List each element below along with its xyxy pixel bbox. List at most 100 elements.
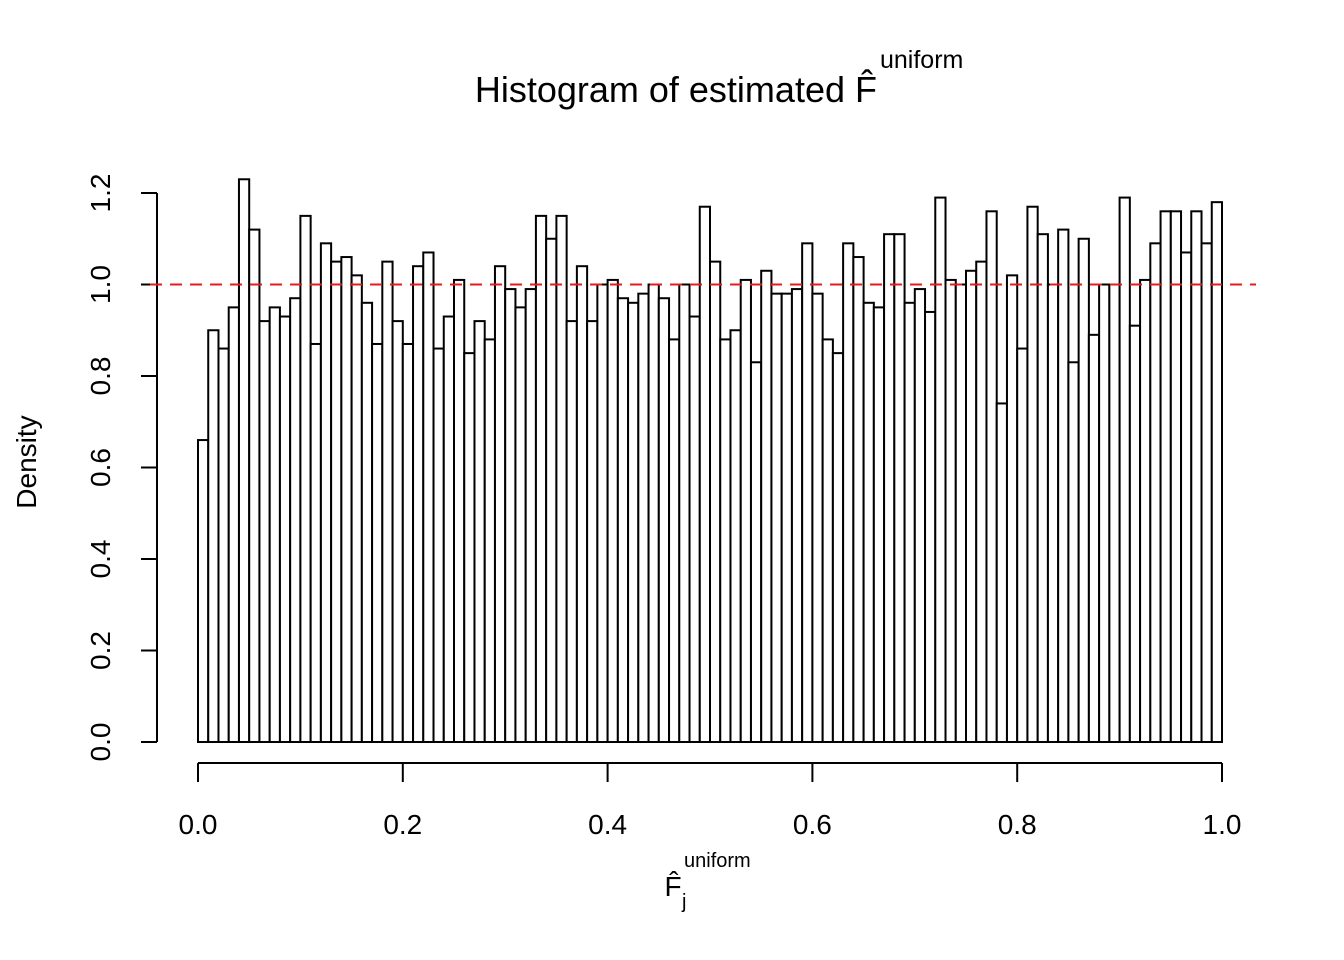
bar	[278, 315, 292, 743]
bar	[371, 342, 384, 743]
bar	[1159, 210, 1172, 744]
bar	[360, 301, 374, 743]
bar	[709, 260, 722, 743]
x-tick-label: 1.0	[1203, 809, 1242, 840]
bar	[534, 214, 548, 743]
y-tick-label: 0.0	[85, 723, 116, 762]
bar	[606, 278, 619, 743]
bar	[924, 310, 937, 743]
y-tick-label: 1.0	[85, 265, 116, 304]
bar	[575, 265, 589, 743]
bar	[197, 439, 210, 743]
bar	[944, 278, 957, 743]
bar	[647, 283, 660, 743]
bar	[739, 278, 752, 743]
bar	[965, 269, 978, 743]
bar	[453, 278, 466, 743]
bar	[934, 196, 947, 743]
bar	[596, 283, 609, 743]
bar	[749, 361, 763, 743]
bar	[668, 338, 681, 743]
bar	[985, 210, 998, 744]
bar	[483, 338, 496, 743]
bar	[1077, 237, 1090, 743]
bar	[514, 306, 527, 743]
x-axis-label-subscript: j	[681, 891, 686, 913]
bar	[1036, 233, 1049, 744]
bar	[657, 297, 671, 743]
y-tick-label: 1.2	[85, 174, 116, 213]
bar	[1200, 242, 1213, 743]
bar	[463, 352, 476, 743]
bar	[586, 320, 599, 743]
bar	[401, 342, 415, 743]
bar	[1139, 278, 1152, 743]
bar	[760, 269, 773, 743]
x-tick-label: 0.4	[588, 809, 627, 840]
bar	[688, 315, 701, 743]
bar	[1210, 201, 1224, 743]
bar	[330, 260, 343, 743]
bar	[473, 320, 486, 743]
bar	[780, 292, 793, 743]
bar	[565, 320, 578, 743]
bar	[770, 292, 783, 743]
chart-title-superscript: uniform	[880, 46, 963, 74]
y-tick-label: 0.4	[85, 540, 116, 579]
bar	[299, 214, 312, 743]
bar	[627, 301, 640, 743]
y-tick-label: 0.8	[85, 357, 116, 396]
bar	[790, 288, 804, 743]
bar	[268, 306, 281, 743]
bar	[811, 292, 824, 743]
bar	[1098, 283, 1111, 743]
bar	[319, 242, 333, 743]
bar	[801, 242, 814, 743]
bar	[258, 320, 271, 743]
bar	[678, 283, 691, 743]
bar	[1108, 283, 1121, 743]
bar	[729, 329, 742, 743]
bar	[422, 251, 435, 743]
x-axis-label: F̂	[664, 871, 681, 902]
bar	[391, 320, 404, 743]
bar	[1016, 347, 1029, 743]
bar	[698, 205, 712, 744]
bar	[975, 260, 988, 743]
bar	[555, 214, 568, 743]
x-tick-label: 0.2	[383, 809, 422, 840]
bar	[719, 338, 732, 743]
chart-title-symbol: F̂	[855, 68, 877, 110]
bar	[1190, 210, 1203, 744]
x-axis-label-superscript: uniform	[684, 850, 751, 872]
bar	[1128, 324, 1142, 743]
bar	[227, 306, 240, 743]
bar	[995, 402, 1008, 743]
bar	[637, 292, 650, 743]
bar	[350, 274, 363, 743]
bar	[545, 237, 558, 743]
y-tick-label: 0.6	[85, 448, 116, 487]
bar	[289, 297, 302, 743]
chart-title: Histogram of estimated	[475, 69, 845, 110]
bar	[442, 315, 456, 743]
bar	[237, 178, 251, 743]
bar	[432, 347, 445, 743]
bar	[412, 265, 425, 743]
bar	[893, 233, 906, 744]
bar	[1057, 228, 1070, 744]
bar	[381, 260, 394, 743]
bar	[831, 352, 845, 743]
bar	[1026, 205, 1039, 744]
bar	[903, 301, 916, 743]
bar	[1046, 283, 1060, 743]
bar	[309, 342, 322, 743]
bar	[821, 338, 834, 743]
bar	[1149, 242, 1162, 743]
bar	[883, 233, 896, 744]
bar	[872, 306, 886, 743]
bar	[852, 256, 865, 743]
bar	[913, 288, 927, 743]
bar	[207, 329, 220, 743]
